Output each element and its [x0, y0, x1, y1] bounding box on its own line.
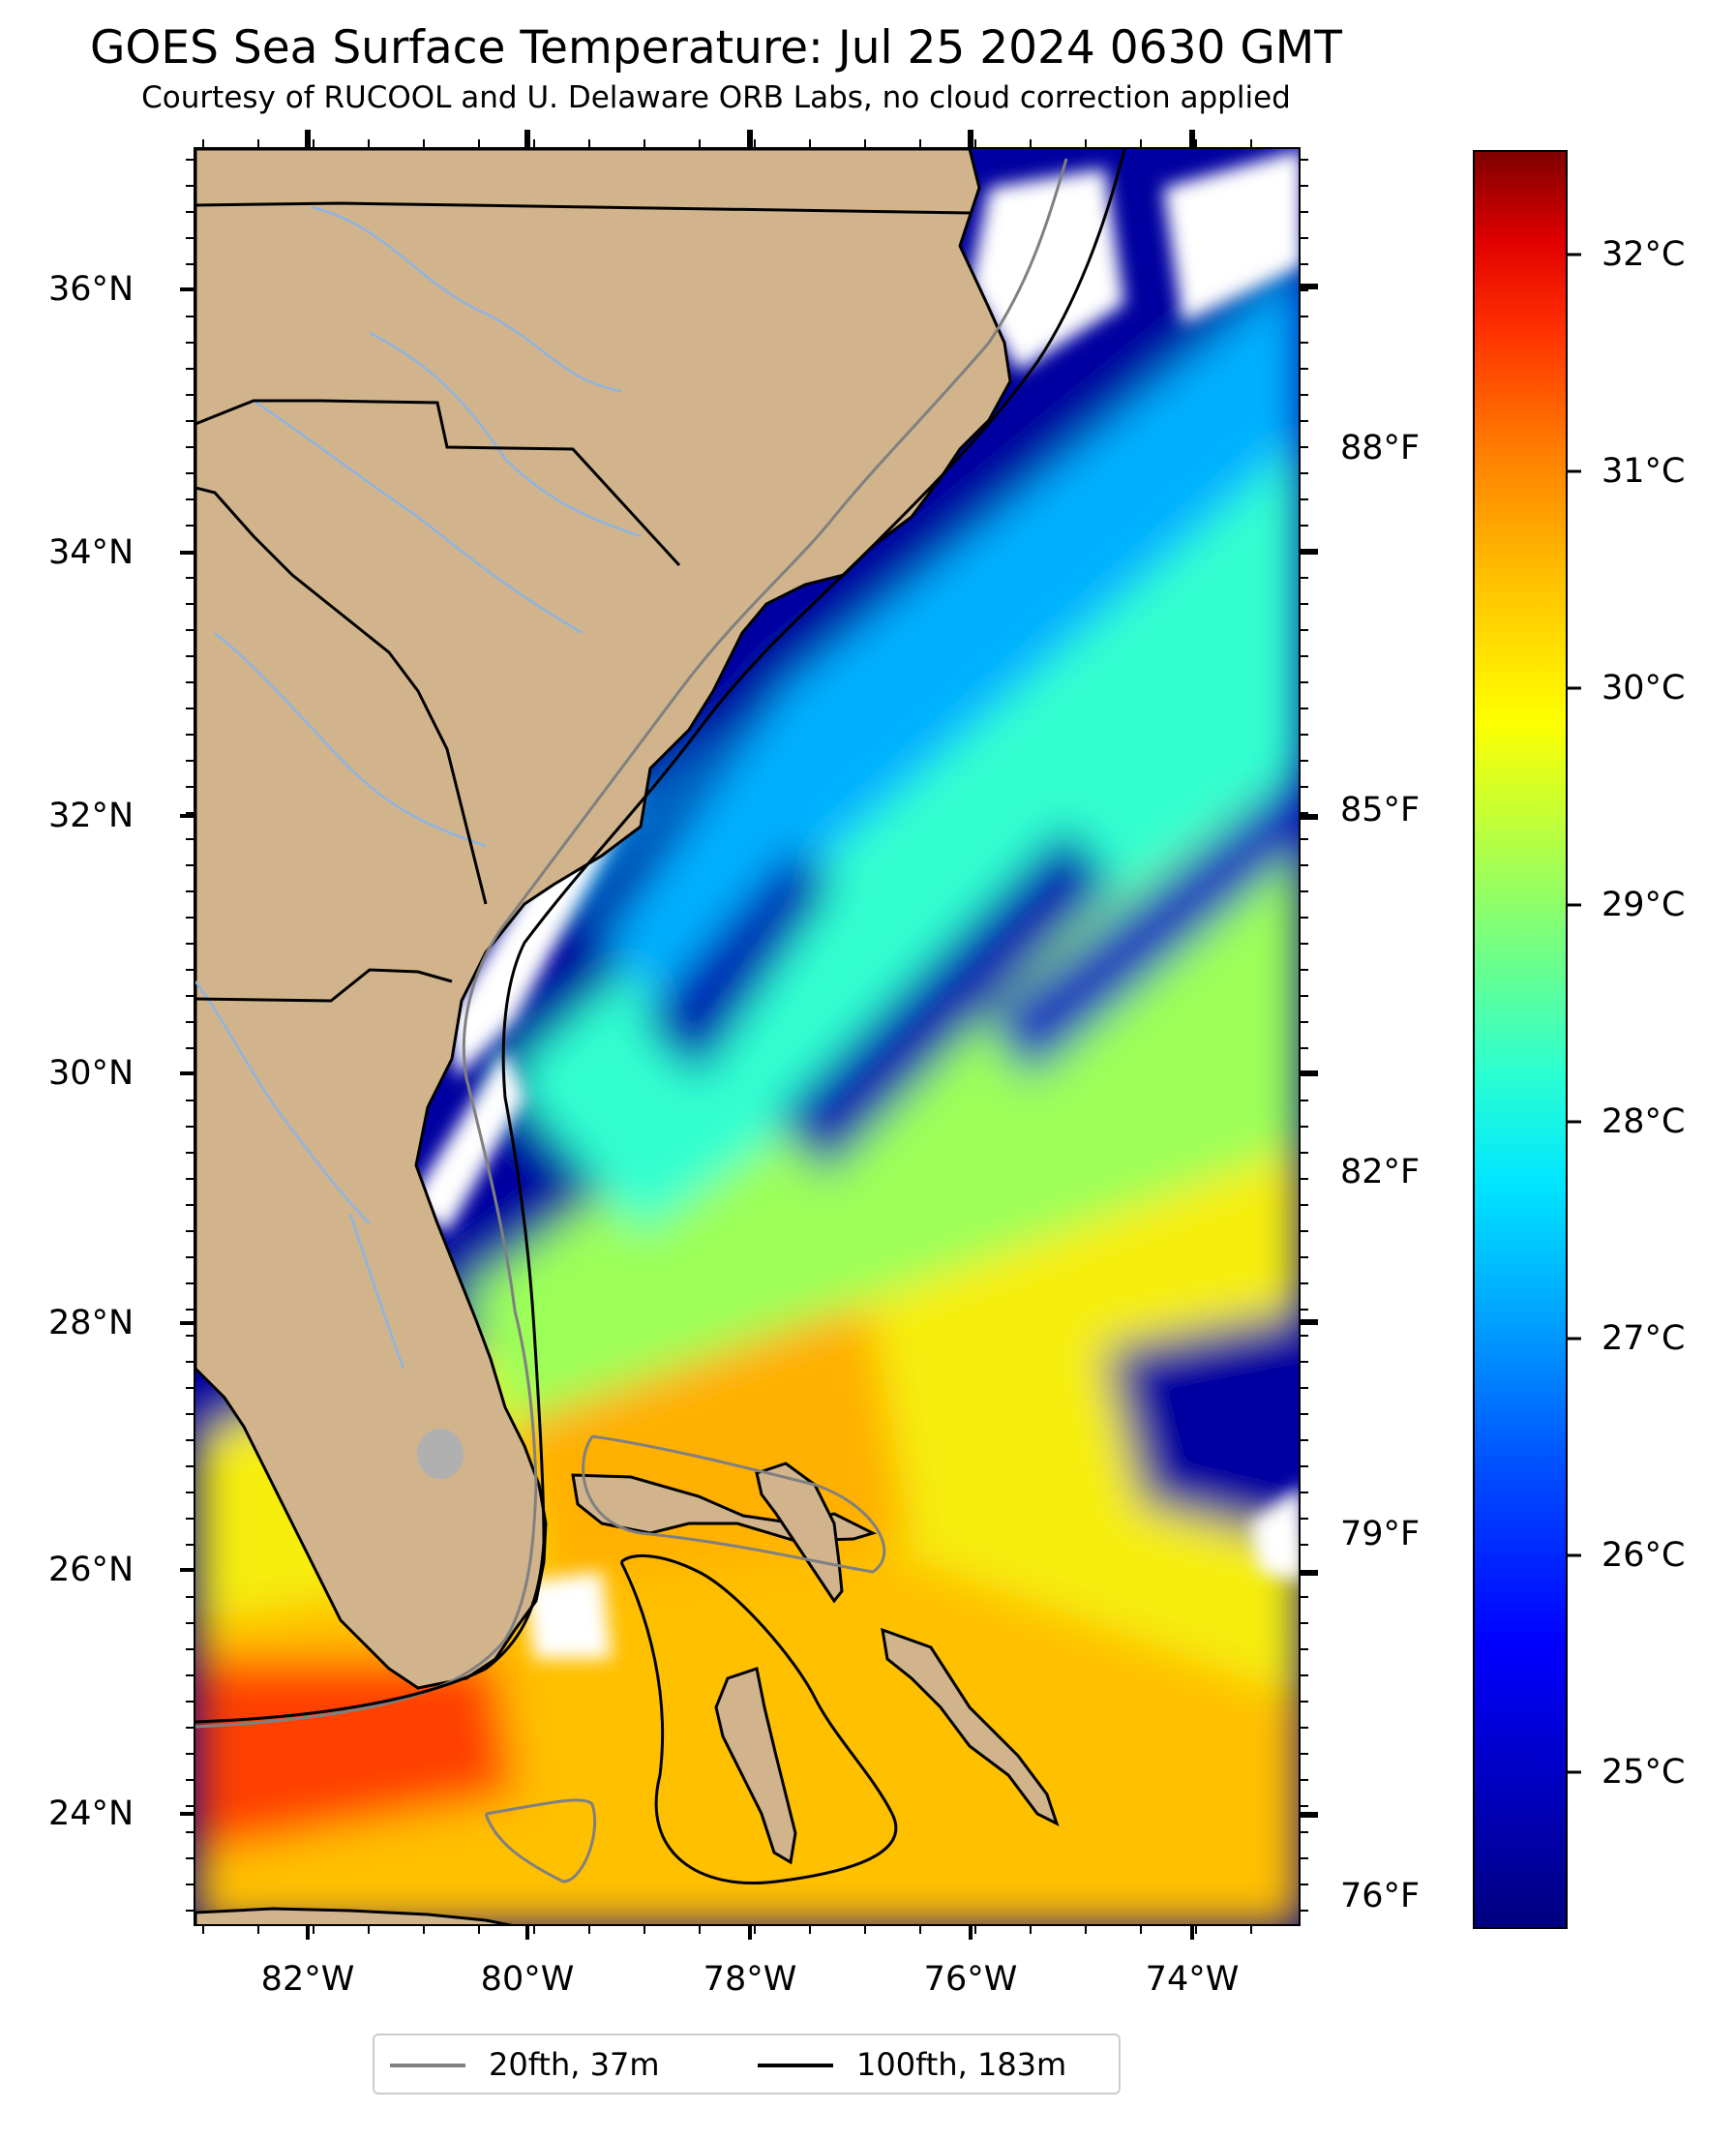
contour-legend: 20fth, 37m 100fth, 183m — [373, 2034, 1121, 2095]
lon-label-80w: 80°W — [480, 1960, 575, 1999]
abaco-island — [755, 1462, 844, 1604]
legend-swatch-20fth — [390, 2064, 465, 2067]
minor-ticks — [186, 139, 1308, 1934]
contour-20fth — [195, 158, 1068, 1729]
fahrenheit-label-85: 85°F — [1340, 791, 1421, 829]
colorbar — [1473, 150, 1568, 1929]
lon-label-78w: 78°W — [703, 1960, 797, 1999]
lake-okeechobee — [417, 1429, 464, 1479]
lat-label-26n: 26°N — [48, 1551, 135, 1589]
contour-100fth — [195, 149, 1126, 1724]
colorbar-label-30c: 30°C — [1601, 669, 1686, 708]
major-ticks — [180, 130, 1318, 1940]
legend-label-20fth: 20fth, 37m — [489, 2046, 660, 2083]
lon-label-82w: 82°W — [260, 1960, 355, 1999]
cuba-edge — [195, 1907, 513, 1924]
colorbar-label-29c: 29°C — [1601, 886, 1686, 924]
colorbar-label-28c: 28°C — [1601, 1102, 1686, 1141]
lon-label-76w: 76°W — [923, 1960, 1018, 1999]
colorbar-label-25c: 25°C — [1601, 1753, 1686, 1792]
fahrenheit-label-82: 82°F — [1340, 1153, 1421, 1191]
bathymetry-contours — [195, 149, 1126, 1884]
lon-label-74w: 74°W — [1145, 1960, 1240, 1999]
sst-map — [194, 147, 1301, 1926]
lat-label-32n: 32°N — [48, 797, 135, 835]
land-masses — [195, 149, 1060, 1924]
fahrenheit-label-79: 79°F — [1340, 1515, 1421, 1553]
fahrenheit-label-88: 88°F — [1340, 429, 1421, 467]
lat-label-28n: 28°N — [48, 1304, 135, 1342]
fahrenheit-label-76: 76°F — [1340, 1877, 1421, 1915]
chart-subtitle: Courtesy of RUCOOL and U. Delaware ORB L… — [141, 80, 1291, 115]
colorbar-label-32c: 32°C — [1601, 235, 1686, 274]
lat-label-34n: 34°N — [48, 533, 135, 572]
andros-island — [714, 1667, 797, 1865]
state-borders — [195, 201, 971, 1003]
legend-label-100fth: 100fth, 183m — [856, 2046, 1067, 2083]
rivers — [195, 205, 642, 1370]
legend-swatch-100fth — [758, 2064, 833, 2067]
chart-title: GOES Sea Surface Temperature: Jul 25 202… — [89, 21, 1343, 75]
lat-label-30n: 30°N — [48, 1054, 135, 1093]
colorbar-label-27c: 27°C — [1601, 1319, 1686, 1358]
eleuthera-island — [881, 1627, 1060, 1826]
cloud-mask — [408, 150, 1299, 1659]
lat-label-36n: 36°N — [48, 270, 135, 309]
sst-map-graphic — [195, 149, 1299, 1924]
lat-label-24n: 24°N — [48, 1794, 135, 1833]
colorbar-label-31c: 31°C — [1601, 452, 1686, 491]
colorbar-label-26c: 26°C — [1601, 1536, 1686, 1575]
